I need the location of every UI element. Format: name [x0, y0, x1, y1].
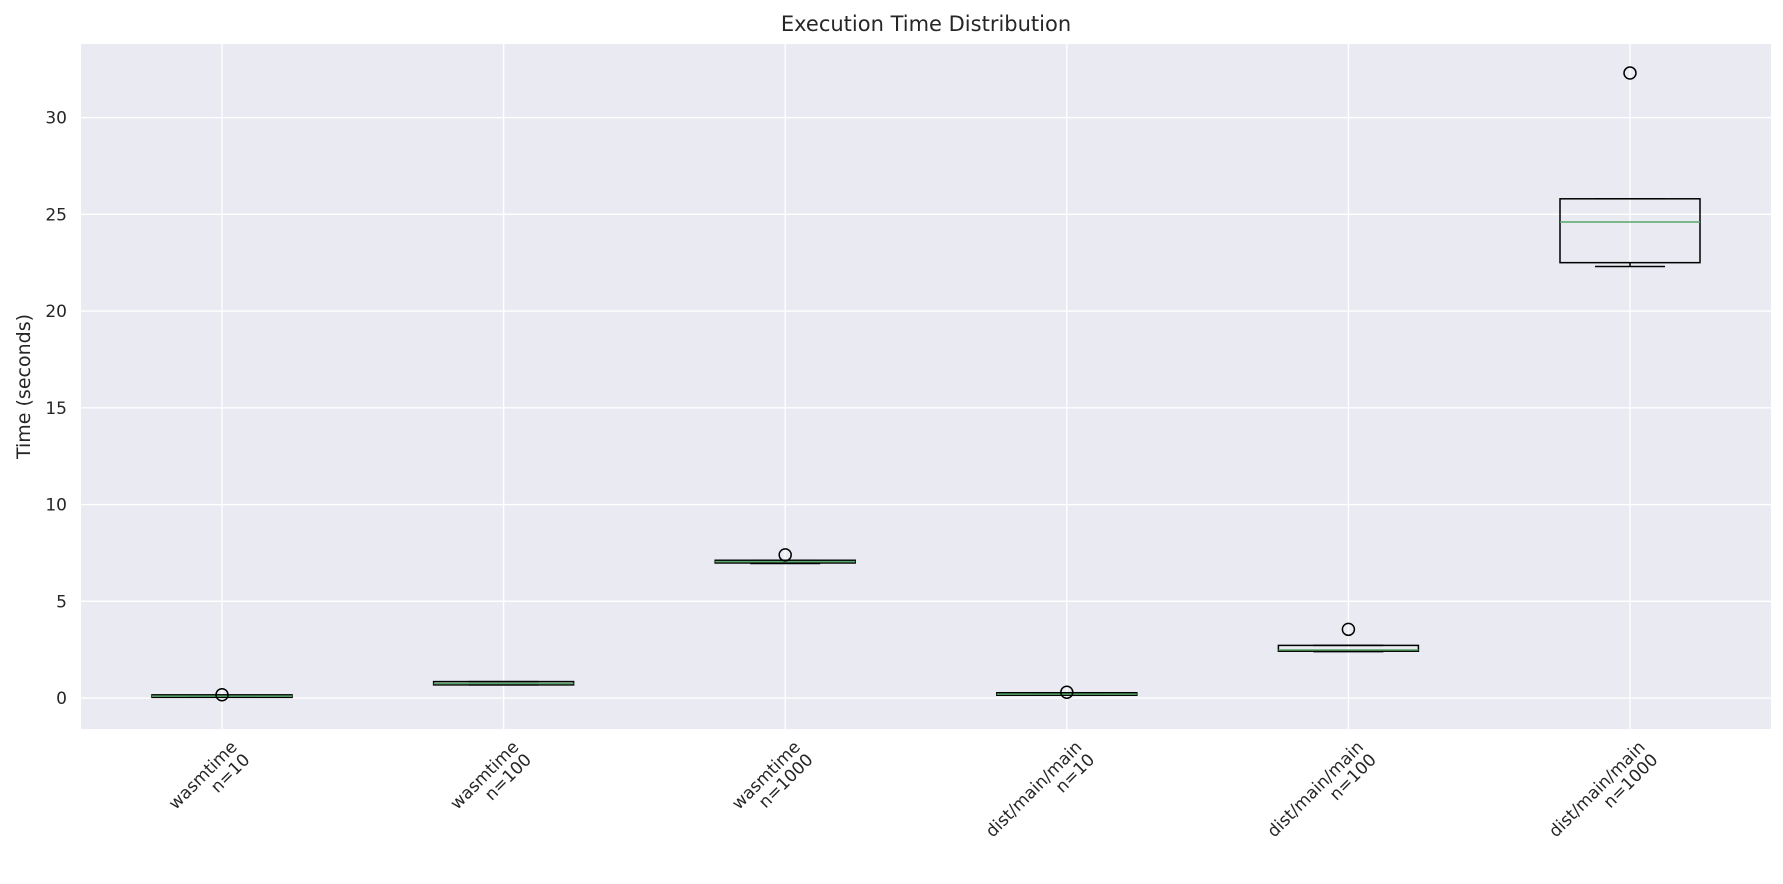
boxes [151, 66, 1701, 702]
y-tick-label: 30 [45, 109, 67, 129]
x-tick-label: dist/main/mainn=1000 [1545, 737, 1662, 854]
outlier-point [1341, 622, 1356, 637]
y-tick-label: 25 [45, 205, 67, 225]
outlier-point [1623, 66, 1637, 80]
box-body [1277, 644, 1420, 652]
y-tick-label: 20 [45, 302, 67, 322]
y-tick-label: 0 [56, 689, 67, 709]
outlier-point [778, 548, 792, 562]
y-tick-labels: 0 5 10 15 20 25 30 [45, 109, 67, 710]
outlier-point [1060, 685, 1074, 699]
y-tick-label: 10 [45, 496, 67, 516]
x-tick-label: wasmtimen=10 [165, 737, 254, 826]
box-5 [1277, 622, 1420, 653]
y-tick-label: 15 [45, 399, 67, 419]
box-3 [714, 548, 856, 565]
x-tick-label: dist/main/mainn=10 [982, 737, 1099, 854]
x-tick-label: wasmtimen=1000 [728, 737, 817, 826]
y-axis-label: Time (seconds) [13, 314, 35, 460]
grid-lines [81, 44, 1771, 729]
plot-area [81, 44, 1771, 729]
box-4 [996, 685, 1138, 699]
box-body [1559, 198, 1701, 264]
box-6 [1559, 66, 1701, 268]
y-tick-label: 5 [56, 592, 67, 612]
x-tick-labels: wasmtimen=10 wasmtimen=100 wasmtimen=1000 d… [165, 737, 1662, 854]
x-tick-label: wasmtimen=100 [447, 737, 536, 826]
chart-title: Execution Time Distribution [781, 12, 1071, 36]
x-tick-label: dist/main/mainn=100 [1264, 737, 1381, 854]
outlier-point [215, 688, 229, 702]
box-1 [151, 688, 293, 702]
box-2 [432, 680, 575, 686]
